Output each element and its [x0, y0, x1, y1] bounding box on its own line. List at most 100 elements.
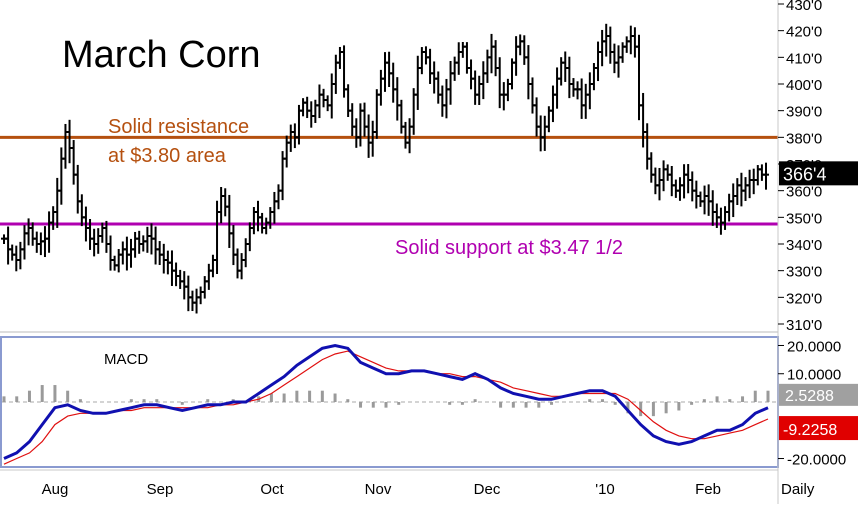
price-bar — [607, 26, 614, 64]
price-bar — [656, 167, 663, 201]
price-bar — [689, 171, 696, 202]
price-bar — [660, 160, 667, 192]
price-bar — [54, 177, 61, 228]
price-bar — [136, 230, 143, 254]
resistance-label-line2: at $3.80 area — [108, 145, 227, 167]
price-bar — [291, 123, 298, 149]
price-bar — [300, 98, 307, 117]
price-bar — [9, 244, 16, 261]
price-bar — [160, 243, 167, 274]
x-tick-label: Sep — [147, 481, 174, 498]
last-price-label: 366'4 — [783, 164, 826, 184]
macd-line — [3, 343, 769, 460]
price-bar — [25, 218, 32, 246]
hist-value-box — [779, 383, 858, 406]
price-y-tick-label: 380'0 — [786, 130, 822, 147]
price-bar — [123, 236, 130, 271]
price-bar — [267, 207, 274, 229]
price-bar — [29, 222, 36, 246]
price-bar — [304, 96, 311, 119]
price-panel — [0, 23, 778, 314]
price-bar — [21, 225, 28, 260]
price-bar — [525, 45, 532, 100]
price-bar — [246, 222, 253, 252]
price-bar — [390, 62, 397, 103]
price-bar — [705, 184, 712, 216]
macd-y-tick-label: -20.0000 — [787, 452, 846, 469]
price-bar — [173, 262, 180, 287]
macd-y-tick-label: 10.0000 — [787, 367, 841, 384]
price-bar — [193, 288, 200, 314]
price-bar — [238, 253, 245, 280]
price-bar — [398, 99, 405, 134]
macd-panel — [0, 331, 779, 468]
last-price-box — [779, 161, 858, 186]
price-y-tick-label: 310'0 — [786, 317, 822, 334]
price-bar — [541, 115, 548, 151]
price-bar — [189, 290, 196, 312]
price-bar — [156, 241, 163, 266]
price-bar — [566, 56, 573, 99]
price-bar — [201, 276, 208, 299]
price-bar — [209, 254, 216, 278]
price-bar — [107, 235, 114, 271]
price-bar — [128, 238, 134, 268]
price-bar — [533, 97, 540, 137]
price-bar — [62, 123, 69, 169]
price-bar — [242, 238, 249, 268]
price-bar — [738, 172, 745, 207]
price-bar — [652, 167, 659, 195]
price-bar — [619, 42, 626, 63]
price-bar — [754, 165, 761, 186]
price-y-tick-label: 360'0 — [786, 184, 822, 201]
price-bar — [627, 25, 634, 55]
price-bar — [275, 184, 282, 210]
price-bar — [492, 40, 499, 77]
price-bar — [562, 51, 569, 82]
price-bar — [17, 241, 24, 270]
price-bar — [37, 232, 44, 256]
price-bar — [726, 193, 733, 222]
price-bar — [488, 33, 495, 74]
price-bar — [132, 231, 139, 258]
price-bar — [701, 185, 708, 215]
price-bar — [529, 77, 536, 114]
price-bar — [631, 27, 638, 58]
price-bar — [451, 56, 458, 81]
price-bar — [377, 69, 384, 106]
price-bar — [222, 188, 229, 217]
price-bar — [111, 255, 118, 271]
price-bar — [308, 101, 315, 128]
price-bar — [640, 92, 647, 148]
macd-value-label: -9.2258 — [783, 422, 837, 439]
macd-y-tick-label: 20.0000 — [787, 338, 841, 355]
price-bar — [181, 271, 188, 300]
price-bar — [574, 81, 581, 100]
price-bar — [226, 194, 233, 248]
price-bar — [480, 61, 487, 100]
price-bar — [140, 235, 147, 252]
price-bar — [611, 43, 618, 74]
price-bar — [570, 78, 577, 97]
price-bar — [668, 165, 675, 197]
price-bar — [394, 77, 401, 121]
price-bar — [168, 250, 175, 286]
price-bar — [422, 46, 429, 65]
price-bar — [361, 102, 368, 137]
price-bar — [177, 269, 184, 289]
price-bar — [320, 88, 327, 108]
price-bar — [328, 73, 335, 119]
price-y-tick-label: 330'0 — [786, 264, 822, 281]
price-bar — [324, 95, 331, 112]
price-bar — [74, 164, 81, 214]
price-bar — [58, 147, 65, 205]
price-y-tick-label: 390'0 — [786, 104, 822, 121]
price-y-tick-label: 410'0 — [786, 50, 822, 67]
price-y-tick-label: 340'0 — [786, 237, 822, 254]
price-bar — [33, 231, 40, 253]
x-tick-label: Oct — [260, 481, 284, 498]
price-bar — [316, 84, 323, 119]
price-bar — [373, 89, 380, 139]
